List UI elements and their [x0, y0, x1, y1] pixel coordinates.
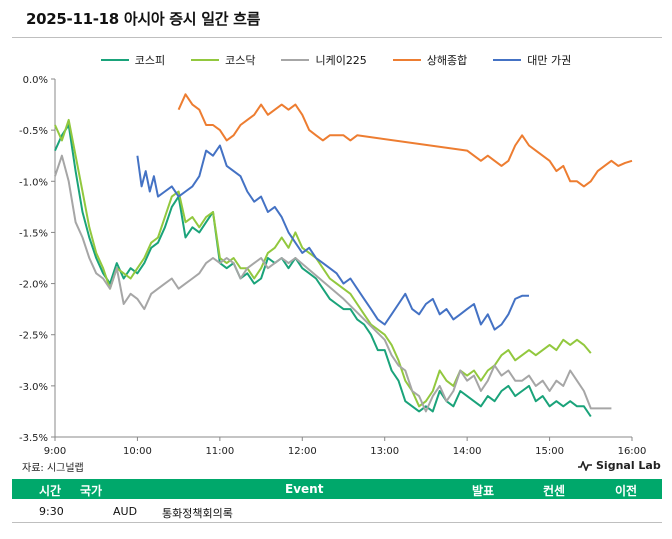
legend-label: 코스닥	[225, 54, 256, 67]
chart-title: 2025-11-18 아시아 증시 일간 흐름	[26, 10, 261, 28]
x-tick-label: 11:00	[205, 446, 234, 457]
series-line-1	[54, 124, 592, 418]
legend-item: 코스피	[100, 52, 166, 68]
legend-label: 대만 가권	[527, 54, 572, 67]
legend-label: 코스피	[134, 54, 166, 67]
brand-name: Signal Lab	[596, 459, 661, 472]
legend-label: 니케이225	[315, 54, 367, 67]
y-tick-label: -0.5%	[19, 126, 48, 137]
legend-swatch	[100, 59, 129, 61]
x-tick-label: 12:00	[288, 446, 317, 457]
legend-item: 코스닥	[191, 52, 255, 68]
chart-legend: 코스피 코스닥 니케이225 상해종합 대만 가권	[0, 52, 672, 68]
legend-item: 대만 가권	[493, 52, 571, 68]
header-actual: 발표	[472, 484, 495, 498]
x-tick-label: 15:00	[535, 446, 564, 457]
header-time: 시간	[39, 484, 62, 498]
series-line-2	[54, 118, 592, 408]
brand-logo: Signal Lab	[578, 459, 661, 472]
legend-label: 상해종합	[426, 54, 468, 67]
y-tick-label: -1.0%	[19, 177, 48, 188]
x-tick-label: 14:00	[453, 446, 482, 457]
legend-swatch	[493, 59, 522, 61]
table-divider	[12, 522, 662, 523]
event-table-header: 시간 국가 Event 발표 컨센 이전	[12, 479, 662, 499]
header-consensus: 컨센	[543, 484, 566, 498]
table-row: 9:30 AUD 통화정책회의록	[12, 502, 662, 522]
series-line-3	[54, 154, 612, 413]
header-event: Event	[285, 482, 324, 496]
y-tick-label: -2.0%	[19, 280, 48, 291]
x-tick-label: 9:00	[44, 446, 66, 457]
legend-swatch	[281, 59, 310, 61]
legend-item: 니케이225	[281, 52, 367, 68]
y-tick-label: -3.0%	[19, 382, 48, 393]
x-tick-label: 13:00	[370, 446, 399, 457]
legend-item: 상해종합	[392, 52, 468, 68]
y-tick-label: -3.5%	[19, 433, 48, 444]
y-tick-label: -1.5%	[19, 228, 48, 239]
row-country: AUD	[113, 505, 138, 518]
series-line-4	[177, 93, 633, 188]
signal-wave-icon	[578, 460, 592, 471]
row-time: 9:30	[39, 505, 64, 518]
header-country: 국가	[80, 484, 103, 498]
legend-swatch	[191, 59, 220, 61]
x-tick-label: 10:00	[123, 446, 152, 457]
series-line-5	[136, 144, 529, 331]
source-note: 자료: 시그널랩	[22, 463, 84, 474]
x-tick-label: 16:00	[618, 446, 647, 457]
header-previous: 이전	[615, 484, 638, 498]
row-event: 통화정책회의록	[162, 507, 233, 520]
y-tick-label: 0.0%	[23, 75, 48, 86]
legend-swatch	[392, 59, 421, 61]
line-chart: 0.0% -0.5% -1.0% -1.5% -2.0% -2.5% -3.0% -3.5% 9…	[19, 75, 647, 457]
title-divider	[12, 37, 662, 38]
y-tick-label: -2.5%	[19, 331, 48, 342]
